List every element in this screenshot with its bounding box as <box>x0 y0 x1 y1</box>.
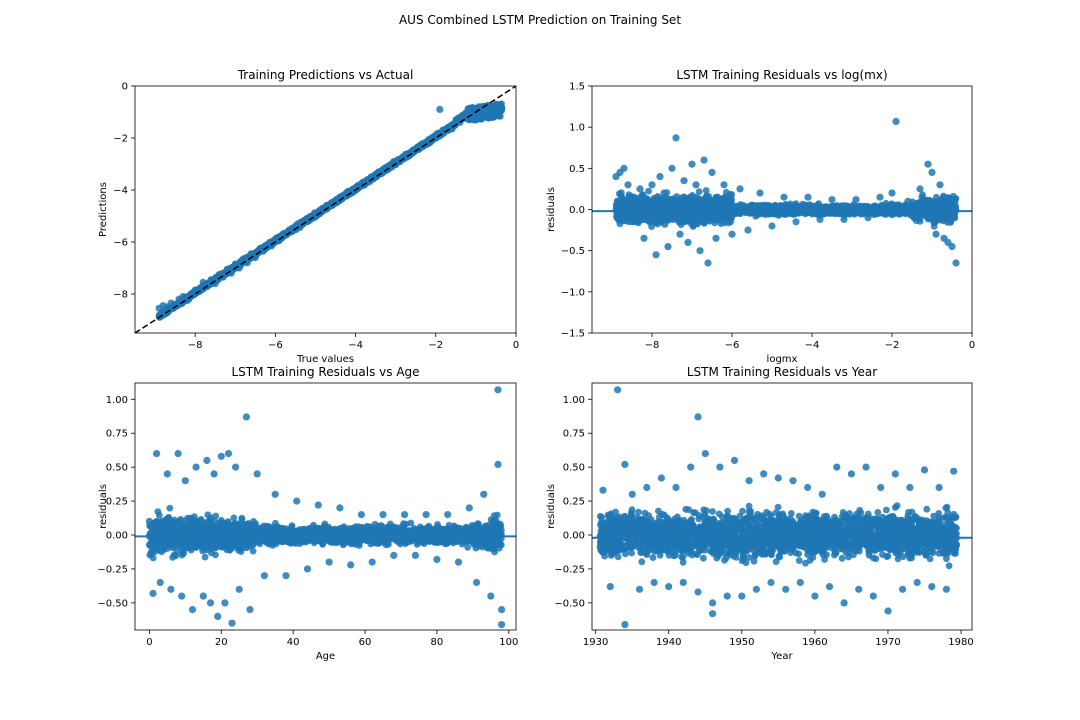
cloud-point <box>702 187 710 194</box>
plot-area <box>135 86 516 333</box>
cloud-point <box>635 219 642 227</box>
data-point <box>303 215 312 223</box>
data-point <box>436 105 444 113</box>
cloud-point <box>617 189 625 197</box>
data-point <box>496 101 504 110</box>
x-tick-label: −2 <box>428 340 443 351</box>
data-point <box>243 259 251 267</box>
chart-pred-vs-actual: −8 −6 −4 −2 0 −8 −6 −4 −2 0 Training Predictions v… <box>98 68 519 365</box>
cloud-point <box>712 194 720 201</box>
y-tick-label: −4 <box>113 186 128 197</box>
plot-area <box>592 117 972 267</box>
y-tick-label: −6 <box>113 238 128 249</box>
data-point <box>344 190 352 198</box>
cloud-point <box>645 187 652 195</box>
y-tick-label: −2 <box>113 134 128 145</box>
cloud-point <box>155 312 163 319</box>
data-point <box>319 205 328 214</box>
cloud-point <box>483 112 491 119</box>
y-axis-label: Predictions <box>98 182 109 237</box>
data-point <box>335 195 344 203</box>
data-point <box>235 264 243 272</box>
y-tick-label: −8 <box>113 290 128 301</box>
data-point <box>327 200 336 208</box>
identity-line <box>135 86 516 333</box>
cloud-point <box>693 193 701 201</box>
axes-frame <box>134 85 517 334</box>
x-tick-label: −8 <box>188 340 203 351</box>
x-axis-label: True values <box>296 354 354 365</box>
data-point <box>251 254 259 262</box>
x-tick-label: 0 <box>513 340 519 351</box>
x-tick-label: −4 <box>348 340 363 351</box>
cloud-point <box>687 220 695 227</box>
data-point <box>287 225 295 233</box>
x-tick-label: −6 <box>268 340 283 351</box>
cloud-point <box>471 115 479 123</box>
y-tick-label: 0 <box>122 82 128 93</box>
data-point <box>219 273 227 281</box>
chart-title: Training Predictions vs Actual <box>237 68 414 82</box>
data-point <box>227 269 235 277</box>
cloud-point <box>654 197 661 204</box>
cloud-point <box>661 221 669 228</box>
figure-title: AUS Combined LSTM Prediction on Training… <box>399 13 681 27</box>
data-points <box>155 100 504 312</box>
data-point <box>311 211 320 219</box>
